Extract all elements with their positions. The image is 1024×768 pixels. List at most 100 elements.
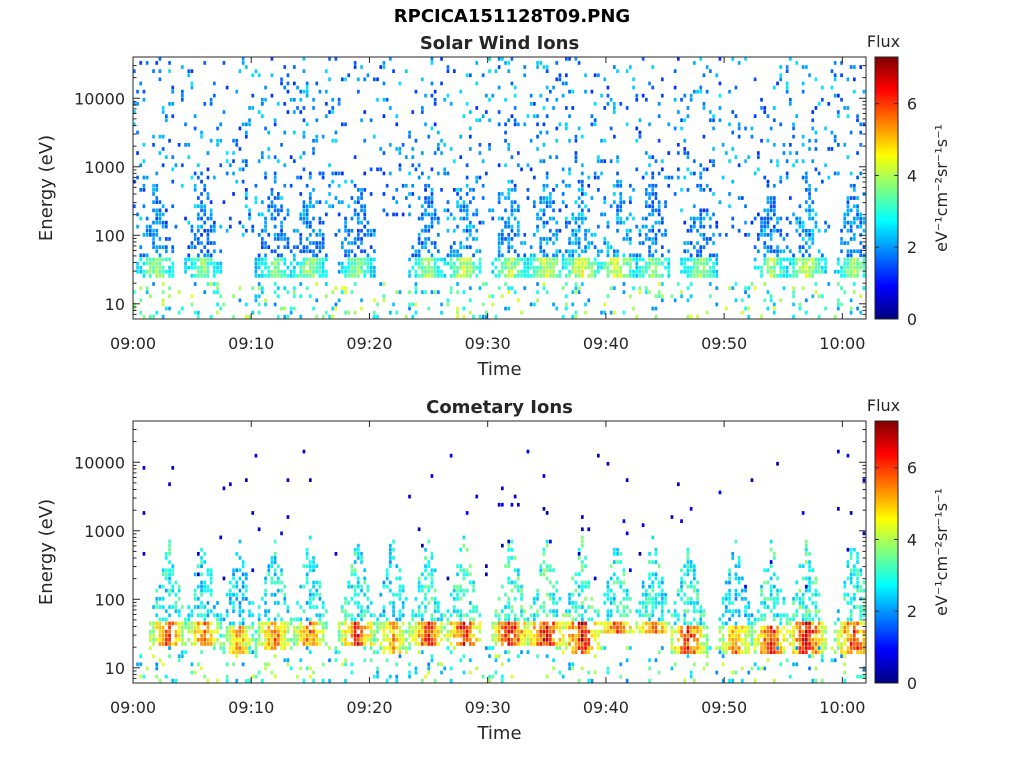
heatmap-cell bbox=[225, 678, 229, 683]
heatmap-cell bbox=[584, 233, 587, 237]
heatmap-cell bbox=[213, 261, 216, 266]
heatmap-cell bbox=[264, 576, 267, 581]
heatmap-cell bbox=[696, 253, 699, 258]
heatmap-cell bbox=[277, 159, 280, 163]
heatmap-cell bbox=[459, 642, 463, 646]
heatmap-cell bbox=[318, 613, 322, 618]
heatmap-cell bbox=[789, 220, 792, 225]
heatmap-cell bbox=[741, 298, 744, 303]
heatmap-cell bbox=[661, 617, 664, 622]
heatmap-cell bbox=[152, 654, 155, 658]
heatmap-cell bbox=[472, 588, 475, 593]
heatmap-cell bbox=[859, 130, 863, 135]
heatmap-cell bbox=[421, 261, 424, 266]
heatmap-cell bbox=[785, 89, 789, 94]
heatmap-cell bbox=[846, 241, 850, 245]
heatmap-cell bbox=[725, 233, 728, 237]
heatmap-cell bbox=[539, 130, 543, 135]
heatmap-cell bbox=[565, 249, 568, 254]
heatmap-cell bbox=[283, 658, 287, 663]
heatmap-cell bbox=[590, 196, 594, 200]
heatmap-cell bbox=[507, 650, 511, 654]
heatmap-cell bbox=[213, 642, 216, 646]
heatmap-cell bbox=[702, 102, 706, 106]
heatmap-cell bbox=[273, 224, 277, 229]
heatmap-cell bbox=[629, 646, 632, 650]
heatmap-cell bbox=[760, 97, 763, 102]
heatmap-cell bbox=[437, 290, 440, 294]
heatmap-cell bbox=[309, 224, 312, 229]
heatmap-cell bbox=[773, 224, 776, 229]
heatmap-cell bbox=[533, 617, 536, 622]
heatmap-cell bbox=[312, 306, 315, 311]
heatmap-cell bbox=[235, 654, 239, 658]
heatmap-cell bbox=[542, 220, 546, 225]
heatmap-cell bbox=[462, 576, 466, 581]
heatmap-cell bbox=[542, 237, 546, 241]
heatmap-cell bbox=[632, 274, 635, 278]
heatmap-cell bbox=[446, 228, 450, 233]
heatmap-cell bbox=[264, 613, 267, 618]
heatmap-cell bbox=[299, 269, 303, 274]
heatmap-cell bbox=[597, 646, 600, 650]
heatmap-cell bbox=[421, 216, 424, 221]
heatmap-cell bbox=[395, 188, 399, 192]
heatmap-cell bbox=[165, 220, 168, 225]
heatmap-cell bbox=[629, 629, 632, 634]
heatmap-cell bbox=[702, 134, 706, 139]
heatmap-cell bbox=[776, 249, 779, 254]
heatmap-cell bbox=[373, 233, 376, 237]
heatmap-cell bbox=[507, 233, 511, 237]
heatmap-cell bbox=[593, 122, 597, 127]
heatmap-cell bbox=[501, 192, 504, 196]
heatmap-cell bbox=[424, 237, 427, 241]
heatmap-cell bbox=[177, 654, 181, 658]
heatmap-cell bbox=[705, 89, 709, 94]
heatmap-cell bbox=[248, 625, 251, 630]
heatmap-cell bbox=[353, 584, 357, 589]
heatmap-cell bbox=[366, 233, 370, 237]
heatmap-cell bbox=[638, 609, 642, 613]
heatmap-cell bbox=[206, 621, 210, 626]
heatmap-cell bbox=[417, 163, 421, 168]
heatmap-cell bbox=[337, 97, 341, 102]
heatmap-cell bbox=[305, 552, 309, 556]
heatmap-cell bbox=[168, 294, 171, 299]
heatmap-cell bbox=[523, 65, 527, 69]
heatmap-cell bbox=[398, 584, 402, 589]
heatmap-cell bbox=[318, 584, 322, 589]
heatmap-cell bbox=[296, 601, 299, 605]
heatmap-cell bbox=[152, 282, 155, 286]
heatmap-cell bbox=[545, 568, 549, 573]
heatmap-cell bbox=[523, 617, 527, 622]
heatmap-cell bbox=[696, 261, 699, 266]
heatmap-cell bbox=[353, 257, 357, 262]
heatmap-cell bbox=[203, 228, 207, 233]
heatmap-cell bbox=[798, 204, 802, 209]
heatmap-cell bbox=[577, 633, 581, 638]
heatmap-cell bbox=[651, 237, 655, 241]
heatmap-cell bbox=[584, 621, 587, 626]
heatmap-cell bbox=[581, 134, 584, 139]
heatmap-cell bbox=[849, 253, 853, 258]
heatmap-cell bbox=[283, 237, 287, 241]
heatmap-cell bbox=[561, 81, 565, 86]
heatmap-cell bbox=[683, 147, 687, 151]
heatmap-cell bbox=[782, 286, 786, 290]
heatmap-cell bbox=[603, 196, 607, 200]
heatmap-cell bbox=[651, 224, 655, 229]
heatmap-cell bbox=[645, 192, 648, 196]
heatmap-cell bbox=[696, 609, 699, 613]
heatmap-cell bbox=[539, 633, 543, 638]
heatmap-cell bbox=[305, 556, 309, 560]
heatmap-cell bbox=[465, 183, 469, 188]
heatmap-cell bbox=[552, 302, 555, 307]
heatmap-cell bbox=[638, 233, 642, 237]
heatmap-cell bbox=[760, 274, 763, 278]
heatmap-cell bbox=[398, 163, 402, 168]
heatmap-cell bbox=[856, 257, 859, 262]
heatmap-cell bbox=[200, 572, 203, 577]
heatmap-cell bbox=[830, 130, 834, 135]
heatmap-cell bbox=[565, 609, 568, 613]
heatmap-cell bbox=[145, 666, 149, 671]
